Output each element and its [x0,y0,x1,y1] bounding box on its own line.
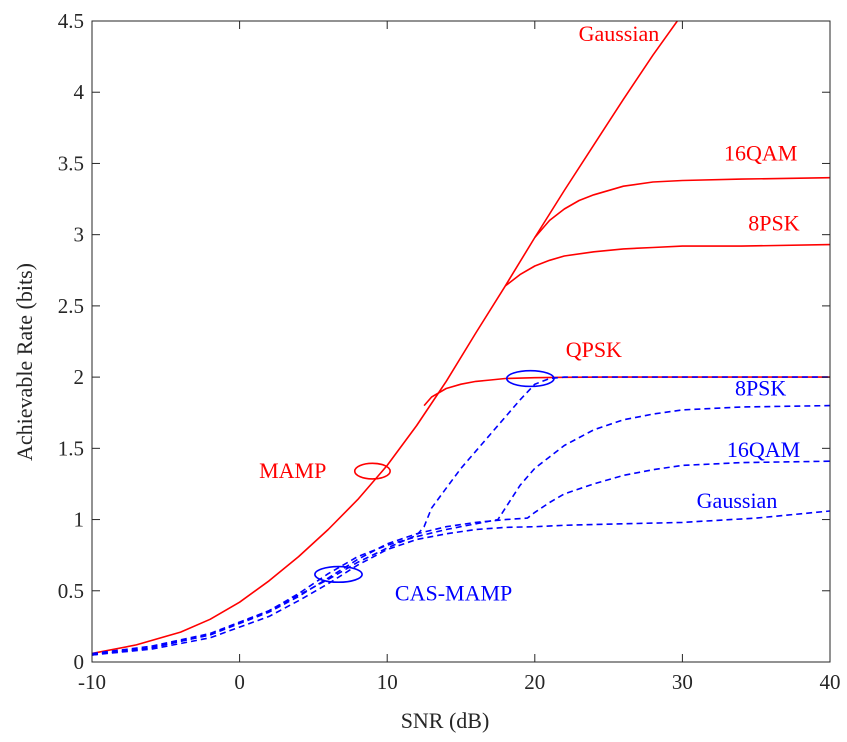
annotation-gaussian-red: Gaussian [579,21,660,46]
x-tick-label: 30 [672,670,693,694]
y-tick-label: 1 [74,508,85,532]
y-tick-label: 2.5 [58,294,84,318]
annotation-gaussian-blue: Gaussian [697,488,778,513]
y-axis-label: Achievable Rate (bits) [12,263,37,461]
series-mamp-8psk [504,243,830,287]
annotation-16qam-blue: 16QAM [727,437,800,462]
ellipse-marker-mamp [353,462,391,480]
series-mamp-gaussian [92,21,679,655]
x-tick-label: 40 [820,670,841,694]
series-cas-mamp-16qam [92,460,830,656]
y-tick-label: 0.5 [58,579,84,603]
group-marker-layer [314,369,555,584]
y-tick-label: 3.5 [58,151,84,175]
annotation-8psk-blue: 8PSK [735,376,786,401]
plot-background [92,21,830,662]
x-tick-label: 10 [377,670,398,694]
x-tick-label: 20 [524,670,545,694]
y-tick-label: 4.5 [58,9,84,33]
y-tick-label: 2 [74,365,85,389]
series-mamp-16qam [534,176,830,239]
series-mamp-qpsk [423,376,830,407]
y-tick-label: 4 [74,80,85,104]
annotation-mamp-red: MAMP [259,458,326,483]
y-tick-label: 0 [74,650,85,674]
annotation-8psk-red: 8PSK [748,210,799,235]
x-tick-label: 0 [234,670,245,694]
axes-box [91,20,831,663]
y-tick-label: 3 [74,223,85,247]
annotation-qpsk-red: QPSK [566,337,622,362]
x-tick-label: -10 [78,670,106,694]
plot-area [92,21,830,662]
annotation-cas-mamp-blue: CAS-MAMP [395,581,512,606]
y-tick-label: 1.5 [58,436,84,460]
annotation-16qam-red: 16QAM [724,141,797,166]
annotation-layer: Gaussian 16QAM 8PSK QPSK MAMP 8PSK 16QAM Gaussi… [259,21,800,606]
ellipse-marker-cas-mamp [314,565,363,584]
x-axis-label: SNR (dB) [401,708,490,733]
ellipse-marker-qpsk-group [505,369,555,388]
series-cas-mamp-gaussian [92,510,830,656]
series-layer [92,21,830,656]
